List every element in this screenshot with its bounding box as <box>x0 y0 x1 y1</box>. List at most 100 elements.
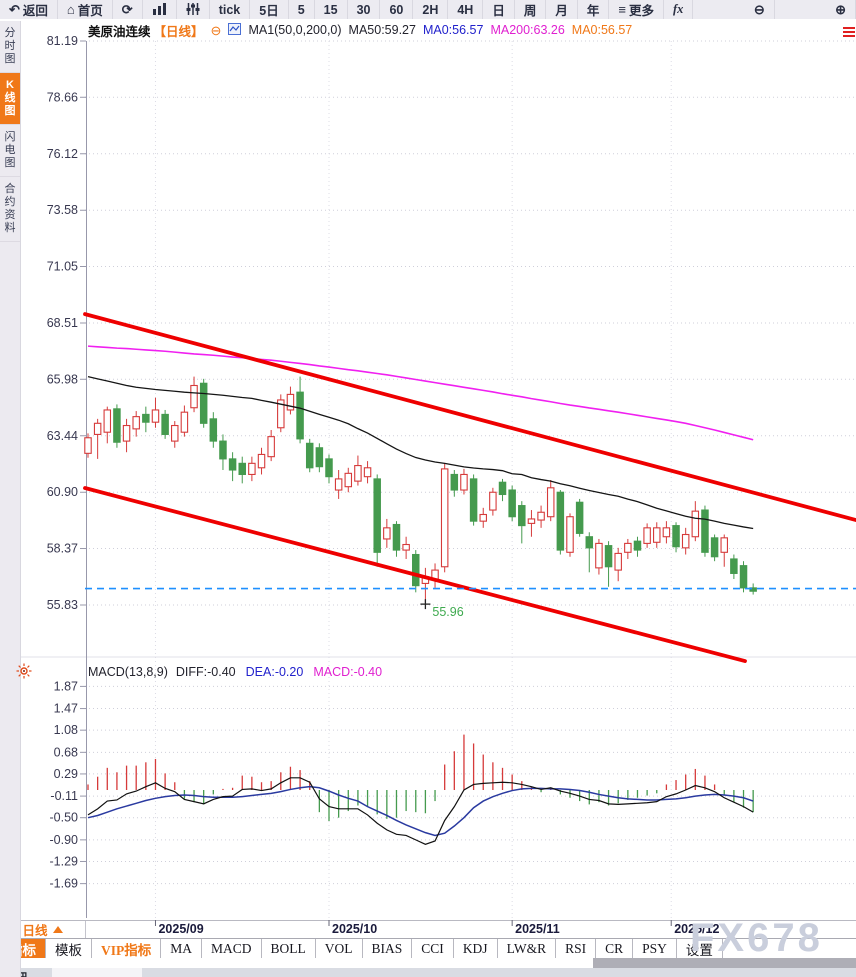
candle-body <box>238 462 246 476</box>
sidebar-item-contract-info[interactable]: 合约资料 <box>0 177 20 242</box>
dea-value: DEA:-0.20 <box>245 664 304 679</box>
toolbar-year-button[interactable]: 年 <box>578 0 610 19</box>
period-selector-label: 日线 <box>22 924 48 938</box>
toolbar-refresh-button[interactable]: ⟳ <box>113 0 143 19</box>
triangle-up-icon <box>52 926 63 933</box>
price-tick-label: 81.19 <box>47 34 78 48</box>
top-toolbar: ↶ 返回 ⌂ 首页 ⟳ tick 5日 5 15 30 60 2H 4H 日周月年 ≡ 更多 fx ⊖ ⊕ <box>0 0 856 21</box>
toolbar-fx-button[interactable]: fx <box>664 0 694 19</box>
toolbar-bar-chart-button[interactable] <box>143 0 177 19</box>
price-tick-label: 68.51 <box>47 316 78 330</box>
indicator-tab-bias[interactable]: BIAS <box>363 939 413 959</box>
candle-body <box>489 491 497 511</box>
bar-chart-icon <box>152 2 167 17</box>
toolbar-m60-button[interactable]: 60 <box>380 0 414 19</box>
candle-body <box>508 489 516 518</box>
indicator-tab-boll[interactable]: BOLL <box>262 939 316 959</box>
toolbar-zoom-in-button[interactable]: ⊕ <box>826 0 856 19</box>
candle-body <box>199 382 208 424</box>
candle-body <box>190 384 198 409</box>
toolbar-m5-button[interactable]: 5 <box>289 0 315 19</box>
price-tick-label: 71.05 <box>47 260 78 274</box>
candle-body <box>498 481 507 496</box>
candle-body <box>228 458 237 471</box>
indicator-tab-vip-indicator[interactable]: VIP指标 <box>92 939 162 959</box>
dea-line <box>87 785 754 837</box>
ma50-value: MA50:59.27 <box>348 23 416 37</box>
toolbar-tick-button[interactable]: tick <box>210 0 251 19</box>
indicator-tab-macd[interactable]: MACD <box>202 939 262 959</box>
channel-trendline-upper <box>83 312 856 522</box>
period-selector[interactable]: 日线 <box>0 921 86 938</box>
candle-body <box>739 565 748 589</box>
toolbar-m15-button[interactable]: 15 <box>315 0 348 19</box>
price-tick-label: 73.58 <box>47 203 78 217</box>
ma-settings-icon[interactable] <box>228 22 242 38</box>
candle-body <box>662 527 671 538</box>
macd-value: MACD:-0.40 <box>313 664 383 679</box>
candle-body <box>344 472 353 488</box>
collapse-icon[interactable]: ⊖ <box>210 22 222 38</box>
toolbar-day-button[interactable]: 日 <box>483 0 515 19</box>
indicator-tab-cr[interactable]: CR <box>596 939 634 959</box>
toolbar-m30-button[interactable]: 30 <box>348 0 381 19</box>
indicator-tab-psy[interactable]: PSY <box>633 939 677 959</box>
candle-body <box>546 487 555 518</box>
macd-tick-label: 1.08 <box>54 723 78 737</box>
candle-body <box>479 513 487 522</box>
axis-drag-handle-icon[interactable] <box>843 27 855 39</box>
toolbar-back-button[interactable]: ↶ 返回 <box>0 0 58 19</box>
price-tick-label: 78.66 <box>47 90 78 104</box>
indicator-tab-settings[interactable]: 设置 <box>677 939 723 959</box>
candle-body <box>643 527 651 544</box>
candle-body <box>180 411 189 433</box>
indicator-tab-kdj[interactable]: KDJ <box>454 939 498 959</box>
toolbar-week-button[interactable]: 周 <box>515 0 547 19</box>
candle-body <box>151 409 160 423</box>
scrollbar-thumb[interactable] <box>593 958 856 968</box>
candle-body <box>267 436 275 458</box>
candle-body <box>653 527 661 543</box>
candle-body <box>431 569 439 580</box>
candle-body <box>421 576 430 584</box>
toolbar-zoom-out-button[interactable]: ⊖ <box>745 0 775 19</box>
toolbar-home-button[interactable]: ⌂ 首页 <box>58 0 113 19</box>
toolbar-sliders-button[interactable] <box>177 0 210 19</box>
macd-tick-label: -0.50 <box>50 811 79 825</box>
toolbar-more-button[interactable]: ≡ 更多 <box>609 0 665 19</box>
candle-body <box>219 440 227 460</box>
toolbar-month-button[interactable]: 月 <box>546 0 578 19</box>
indicator-tab-vol[interactable]: VOL <box>316 939 363 959</box>
toolbar-h2-button[interactable]: 2H <box>413 0 449 19</box>
candle-body <box>556 491 565 551</box>
home-icon: ⌂ <box>66 2 75 17</box>
indicator-tab-cci[interactable]: CCI <box>412 939 454 959</box>
candle-body <box>614 552 622 571</box>
candle-body <box>257 453 266 469</box>
toolbar-5d-button[interactable]: 5日 <box>250 0 289 19</box>
candle-body <box>325 458 333 478</box>
price-tick-label: 55.83 <box>47 598 78 612</box>
indicator-tab-lwr[interactable]: LW&R <box>498 939 557 959</box>
toolbar-h4-button[interactable]: 4H <box>448 0 484 19</box>
indicator-sun-icon[interactable] <box>16 663 32 684</box>
candle-body <box>518 505 526 527</box>
menu-icon: ≡ <box>618 2 626 17</box>
candle-body <box>585 536 594 549</box>
back-icon: ↶ <box>9 2 20 17</box>
ma0-blue-value: MA0:56.57 <box>422 23 484 37</box>
indicator-tab-template[interactable]: 模板 <box>46 939 92 959</box>
candle-body <box>527 518 536 524</box>
candle-body <box>248 462 256 476</box>
candle-body <box>604 545 613 568</box>
sidebar-item-time-chart[interactable]: 分时图 <box>0 21 20 73</box>
indicator-tab-ma[interactable]: MA <box>161 939 203 959</box>
candle-body <box>142 413 150 423</box>
toolbar-gap <box>775 0 826 19</box>
indicator-tab-rsi[interactable]: RSI <box>556 939 597 959</box>
sidebar-item-flash-chart[interactable]: 闪电图 <box>0 125 20 177</box>
diff-line <box>87 777 754 845</box>
candle-body <box>132 416 140 430</box>
